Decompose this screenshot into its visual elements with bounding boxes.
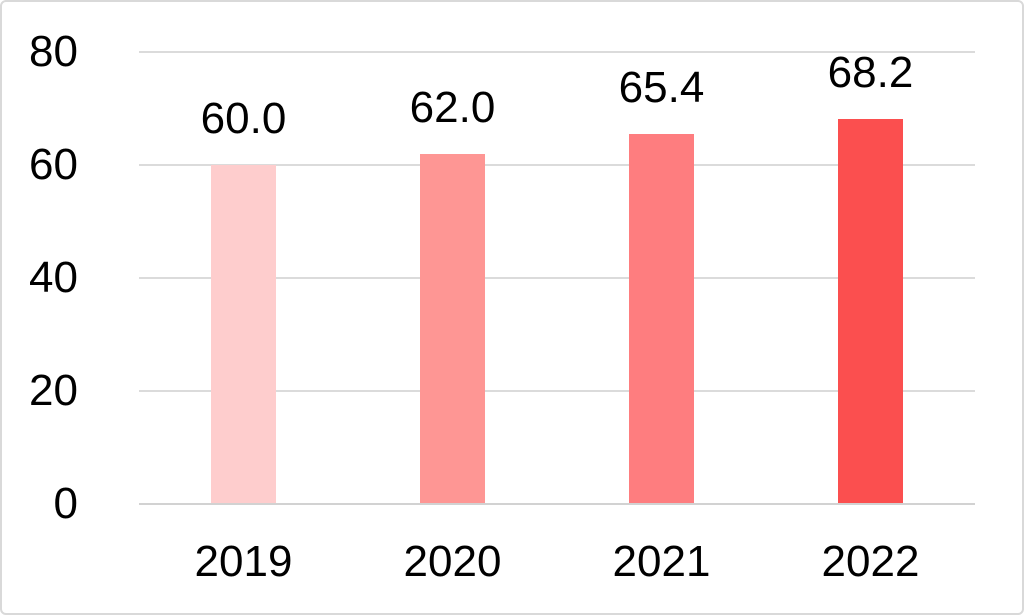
bar-2021 [629, 134, 694, 504]
x-axis-line [139, 503, 975, 505]
bar-2022 [838, 118, 903, 504]
gridline-80 [139, 51, 975, 53]
value-label-2022: 68.2 [827, 47, 914, 97]
gridline-20 [139, 390, 975, 392]
bar-2020 [420, 153, 485, 504]
y-tick-label-0: 0 [53, 479, 78, 528]
category-label-2020: 2020 [403, 537, 502, 586]
bar-2019 [211, 165, 276, 504]
category-label-2021: 2021 [612, 537, 711, 586]
y-tick-label-60: 60 [29, 140, 78, 189]
y-tick-label-40: 40 [29, 253, 78, 302]
category-label-2019: 2019 [194, 537, 293, 586]
category-label-2022: 2022 [821, 537, 920, 586]
value-label-2021: 65.4 [618, 63, 705, 113]
value-label-2019: 60.0 [200, 94, 287, 143]
value-label-2020: 62.0 [409, 82, 496, 132]
gridline-40 [139, 277, 975, 279]
y-tick-label-20: 20 [29, 366, 78, 415]
gridline-60 [139, 164, 975, 166]
y-tick-label-80: 80 [29, 27, 78, 76]
